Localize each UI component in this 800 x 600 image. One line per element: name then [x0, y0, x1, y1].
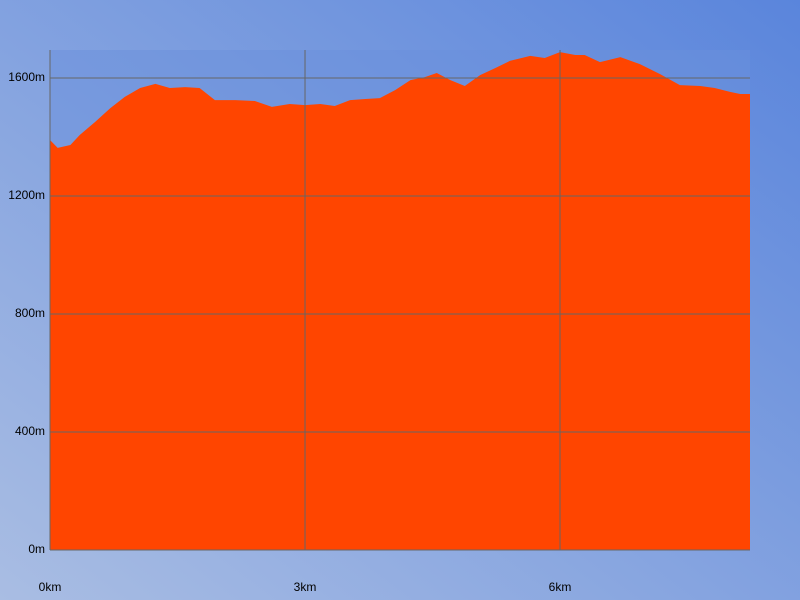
y-tick-label: 1200m [8, 188, 45, 202]
x-tick-label: 6km [549, 580, 572, 594]
x-tick-label: 0km [39, 580, 62, 594]
y-tick-label: 400m [15, 424, 45, 438]
x-tick-label: 3km [294, 580, 317, 594]
elevation-area [50, 52, 750, 551]
y-tick-label: 0m [28, 542, 45, 556]
y-tick-label: 1600m [8, 70, 45, 84]
y-tick-label: 800m [15, 306, 45, 320]
